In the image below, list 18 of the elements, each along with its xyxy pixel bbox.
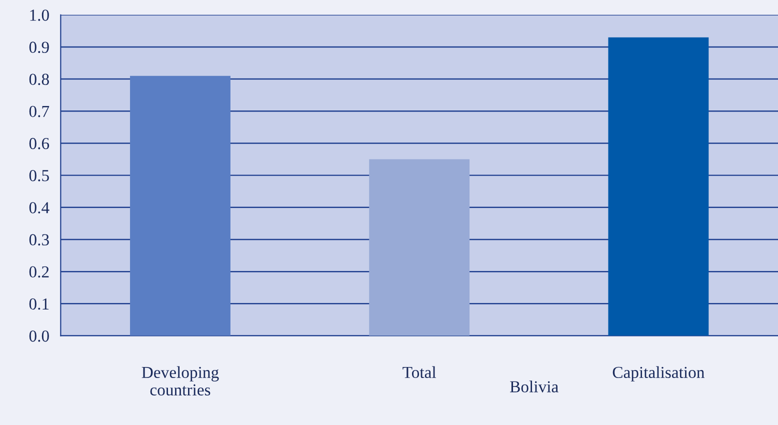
y-tick-label: 0.3: [29, 234, 49, 246]
y-tick-label: 0.0: [29, 330, 49, 342]
y-tick-label: 0.4: [29, 202, 50, 214]
y-tick-label: 0.8: [29, 74, 49, 86]
y-tick-label: 1.0: [30, 10, 49, 21]
y-tick-label: 0.2: [29, 266, 49, 278]
bar: [608, 37, 709, 336]
y-tick-label: 0.7: [29, 106, 50, 118]
y-tick-label: 0.5: [29, 170, 49, 182]
x-tick-label: Capitalisation: [612, 366, 704, 382]
bar: [369, 159, 470, 336]
bar: [130, 76, 230, 336]
y-tick-label: 0.9: [29, 42, 49, 53]
x-axis-title: Bolivia: [510, 380, 558, 392]
x-tick-label: Developing countries: [142, 366, 219, 396]
x-tick-label: Total: [402, 366, 436, 378]
y-tick-label: 0.1: [29, 298, 49, 310]
y-tick-label: 0.6: [29, 138, 50, 150]
